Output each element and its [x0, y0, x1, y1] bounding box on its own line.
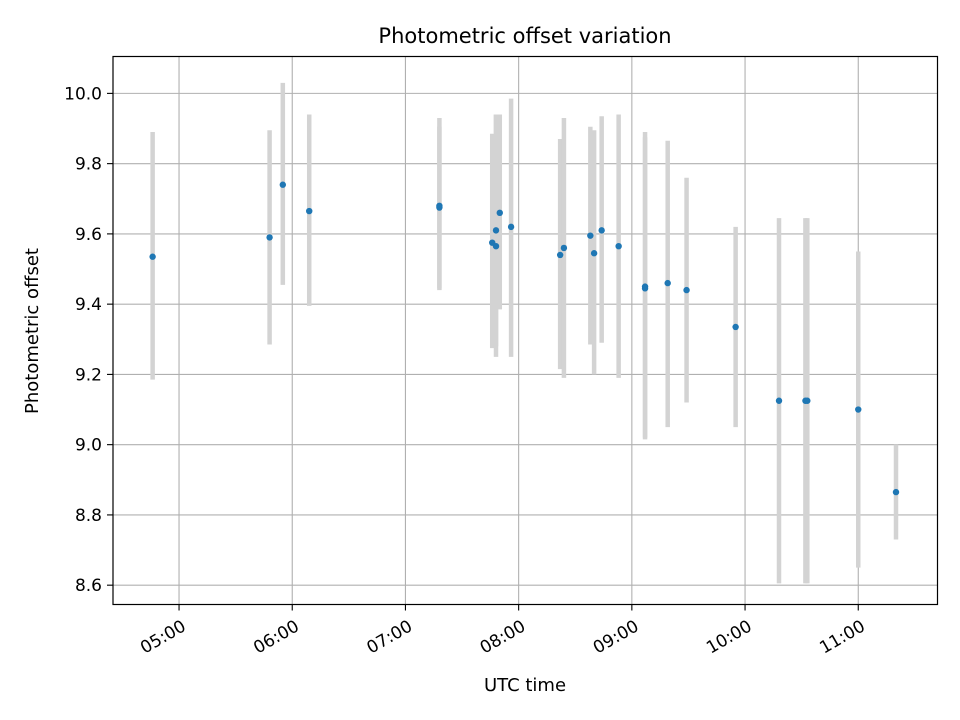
grid-lines — [113, 56, 938, 605]
y-tick-label: 9.6 — [75, 225, 102, 245]
y-tick-label: 9.0 — [75, 436, 102, 456]
y-tick-label: 10.0 — [64, 84, 102, 104]
y-tick-label: 8.8 — [75, 506, 102, 526]
data-points — [149, 181, 900, 496]
data-point — [775, 397, 783, 404]
y-tick-label: 9.2 — [75, 365, 102, 385]
data-point — [492, 227, 500, 234]
plot-frame — [112, 55, 939, 606]
data-point — [556, 251, 564, 259]
y-tick-label: 9.4 — [75, 295, 102, 315]
data-point — [732, 323, 739, 331]
data-point — [306, 207, 313, 215]
data-point — [507, 223, 515, 231]
data-point — [496, 209, 503, 217]
data-point — [149, 253, 156, 260]
data-point — [855, 406, 862, 413]
x-axis-label: UTC time — [484, 675, 566, 696]
data-point — [436, 204, 443, 211]
data-point — [560, 244, 568, 252]
data-point — [279, 181, 287, 188]
data-point — [892, 488, 900, 496]
chart-title: Photometric offset variation — [378, 24, 671, 48]
y-axis-label: Photometric offset — [22, 248, 43, 414]
data-point — [615, 242, 622, 250]
y-tick-label: 8.6 — [75, 576, 102, 596]
data-point — [587, 232, 594, 239]
data-point — [492, 242, 500, 250]
data-point — [590, 250, 598, 257]
data-point — [664, 279, 671, 287]
data-point — [683, 286, 690, 294]
data-point — [598, 227, 605, 234]
data-point — [641, 285, 649, 292]
y-axis-ticks: 8.6 8.8 9.0 9.2 9.4 9.6 9.8 10.0 — [64, 84, 113, 596]
y-tick-label: 9.8 — [75, 155, 102, 175]
data-point — [266, 234, 273, 241]
data-point — [804, 397, 811, 404]
